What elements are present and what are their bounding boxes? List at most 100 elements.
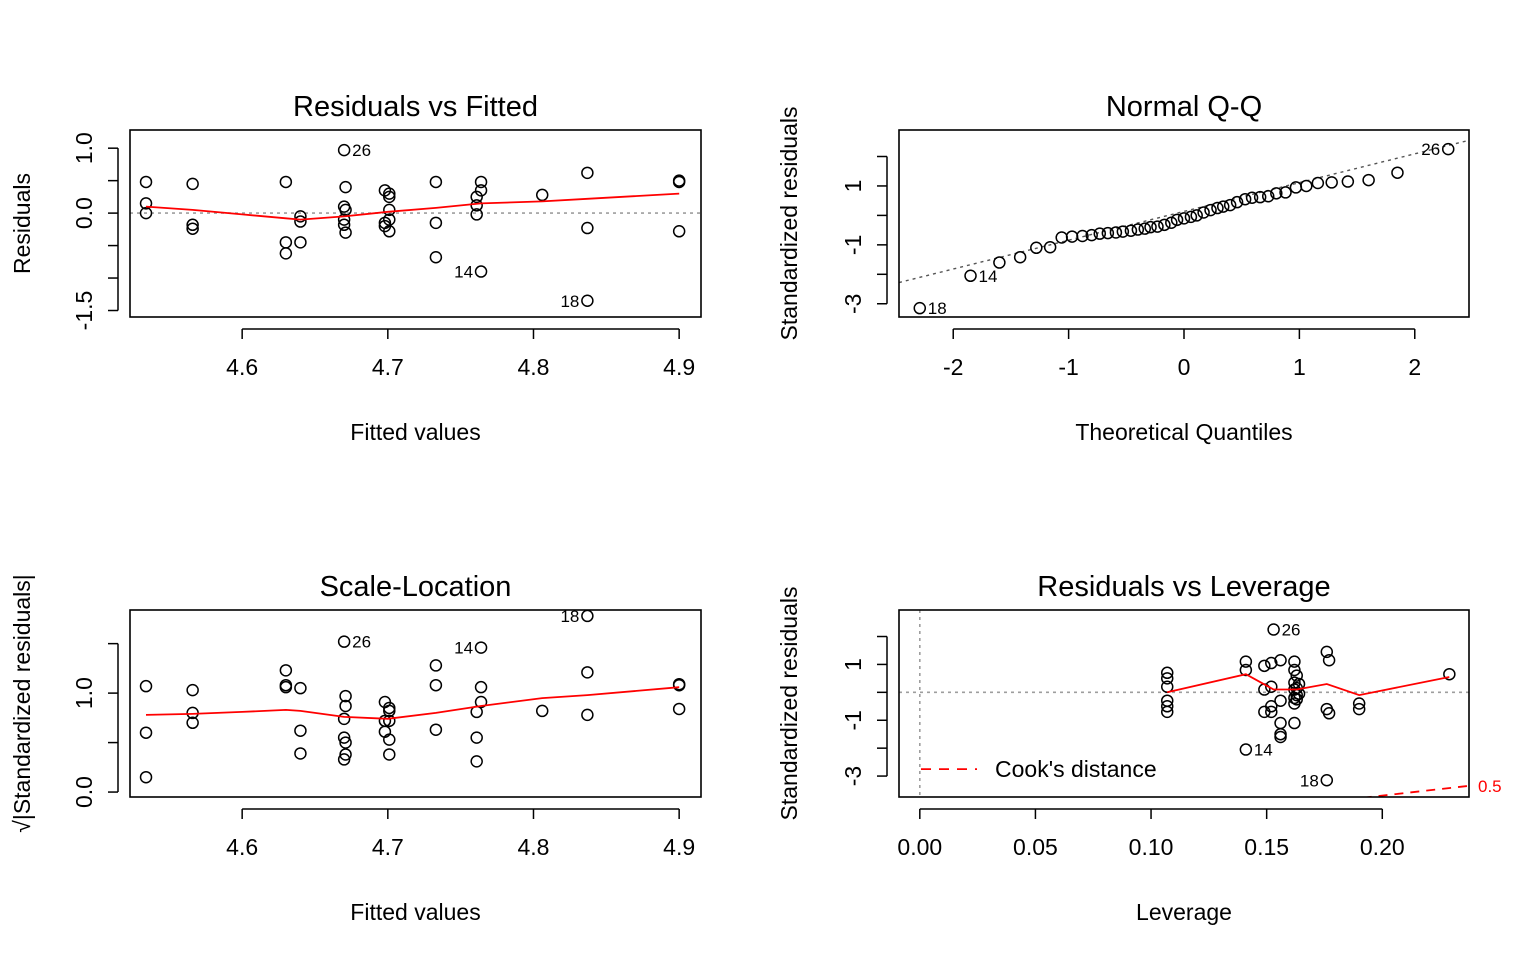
data-point bbox=[1160, 700, 1174, 713]
data-point bbox=[383, 187, 396, 200]
panel-rvf: 26 14 18 4.6 4.7 4.8 4.9 -1.5 0.0 1.0 Residuals vs… bbox=[9, 91, 702, 445]
plot-region bbox=[130, 143, 701, 308]
smoother-line bbox=[1166, 673, 1450, 697]
x-tick-label: 4.9 bbox=[663, 354, 695, 380]
panel-sl: 26 14 18 4.6 4.7 4.8 4.9 0.0 1.0 Scale-Location Fi… bbox=[9, 571, 702, 925]
data-point bbox=[1290, 669, 1303, 682]
data-point bbox=[1362, 173, 1375, 187]
point-label: 14 bbox=[1254, 741, 1273, 760]
data-point bbox=[1109, 226, 1123, 239]
data-point bbox=[1211, 201, 1224, 215]
data-point bbox=[1265, 680, 1278, 694]
data-point bbox=[1160, 666, 1174, 680]
point-label: 26 bbox=[352, 633, 371, 652]
data-point bbox=[1265, 705, 1278, 719]
data-point bbox=[672, 225, 686, 238]
data-point bbox=[337, 712, 351, 726]
data-point bbox=[470, 199, 483, 212]
data-point bbox=[429, 251, 443, 264]
y-tick-label: -1 bbox=[840, 235, 866, 255]
data-point bbox=[1223, 198, 1237, 212]
plot-frame bbox=[898, 609, 1470, 798]
smoother-line bbox=[145, 686, 680, 720]
data-point bbox=[186, 177, 199, 191]
data-point bbox=[1116, 225, 1130, 238]
y-tick-label: 1.0 bbox=[71, 677, 97, 709]
point-label: 18 bbox=[928, 299, 947, 318]
cooks-contour-label: 0.5 bbox=[1478, 777, 1502, 796]
y-tick-label: 0.0 bbox=[71, 776, 97, 808]
data-point bbox=[913, 301, 927, 315]
data-point bbox=[474, 184, 488, 197]
panel-rvl: 26 14 18 0.00 0.05 0.10 0.15 0.20 -3 -1 1 Residuals… bbox=[776, 571, 1502, 925]
data-point bbox=[1101, 226, 1115, 240]
x-tick-label: 4.7 bbox=[372, 834, 404, 860]
data-point bbox=[383, 225, 396, 238]
data-point bbox=[1238, 192, 1252, 206]
data-point bbox=[474, 265, 488, 278]
qq-reference-line bbox=[899, 139, 1469, 284]
data-point bbox=[339, 736, 352, 749]
point-label: 14 bbox=[979, 267, 998, 286]
x-tick-label: 2 bbox=[1408, 354, 1421, 380]
data-point bbox=[1341, 175, 1355, 188]
data-point bbox=[1158, 218, 1171, 232]
plot-region bbox=[899, 610, 1469, 797]
plot-region bbox=[899, 139, 1469, 315]
data-point bbox=[1270, 187, 1283, 200]
data-point bbox=[672, 175, 686, 189]
data-point bbox=[139, 197, 153, 210]
plot-frame bbox=[129, 129, 702, 318]
point-label: 14 bbox=[454, 263, 473, 282]
y-tick-label: 1 bbox=[840, 180, 866, 193]
data-point bbox=[186, 218, 199, 232]
data-point bbox=[1320, 645, 1334, 659]
data-point bbox=[1160, 705, 1174, 719]
legend-label: Cook's distance bbox=[995, 756, 1157, 782]
data-point bbox=[535, 704, 549, 718]
y-tick-label: 0.0 bbox=[71, 197, 97, 229]
data-point bbox=[1261, 190, 1275, 203]
x-tick-label: 0 bbox=[1178, 354, 1191, 380]
data-point bbox=[429, 175, 443, 189]
data-point bbox=[337, 143, 351, 157]
data-point bbox=[581, 221, 594, 235]
data-point bbox=[1274, 716, 1287, 730]
data-point bbox=[1230, 195, 1244, 209]
x-tick-label: 0.05 bbox=[1013, 834, 1058, 860]
data-point bbox=[1443, 667, 1456, 681]
data-point bbox=[383, 748, 396, 761]
data-point bbox=[1311, 176, 1325, 190]
data-point bbox=[139, 726, 153, 739]
data-point bbox=[1258, 659, 1271, 673]
data-point bbox=[1289, 181, 1303, 194]
data-point bbox=[474, 641, 488, 654]
data-point bbox=[1239, 663, 1253, 677]
y-tick-label: -3 bbox=[840, 294, 866, 314]
data-point bbox=[383, 714, 396, 728]
data-point bbox=[1190, 209, 1203, 222]
y-tick-label: -3 bbox=[840, 766, 866, 786]
data-point bbox=[474, 175, 488, 189]
x-tick-label: 0.15 bbox=[1244, 834, 1289, 860]
data-point bbox=[470, 208, 483, 221]
data-point bbox=[186, 222, 199, 235]
data-point bbox=[337, 635, 351, 648]
data-point bbox=[1274, 694, 1287, 707]
data-point bbox=[1030, 241, 1043, 255]
data-point bbox=[470, 190, 483, 204]
data-point bbox=[139, 175, 153, 189]
x-axis-label: Fitted values bbox=[350, 899, 480, 925]
x-tick-label: 4.9 bbox=[663, 834, 695, 860]
point-label: 26 bbox=[352, 141, 371, 160]
data-point bbox=[672, 702, 686, 716]
cooks-distance-line bbox=[1362, 784, 1469, 797]
y-tick-label: 1.0 bbox=[71, 132, 97, 164]
data-point bbox=[337, 218, 351, 232]
data-point bbox=[1265, 656, 1278, 670]
data-point bbox=[429, 678, 443, 692]
data-point bbox=[1322, 653, 1336, 667]
x-tick-label: 4.8 bbox=[517, 834, 549, 860]
data-point bbox=[339, 226, 352, 239]
